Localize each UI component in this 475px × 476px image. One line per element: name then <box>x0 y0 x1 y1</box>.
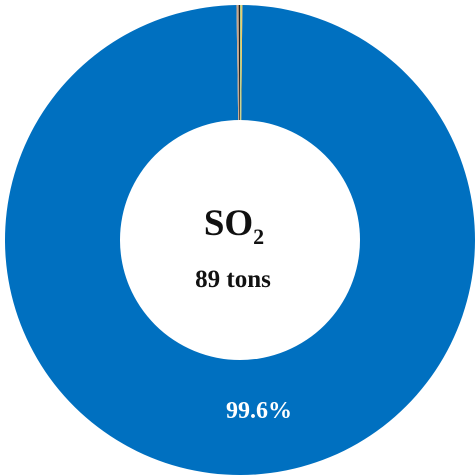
slice-labels: 99.6% <box>226 398 292 424</box>
center-value: 89 tons <box>195 266 271 293</box>
donut-slices <box>5 5 475 475</box>
slice-label-0: 99.6% <box>226 398 292 424</box>
donut-slice-1 <box>236 5 240 133</box>
center-title: SO2 <box>204 203 264 249</box>
donut-hole <box>120 120 360 360</box>
donut-slice-2 <box>238 5 241 133</box>
center-title-subscript: 2 <box>253 224 264 249</box>
donut-slice-4 <box>240 5 243 133</box>
donut-slice-3 <box>240 5 242 133</box>
donut-slice-0 <box>5 5 475 475</box>
center-title-main: SO <box>204 203 253 244</box>
